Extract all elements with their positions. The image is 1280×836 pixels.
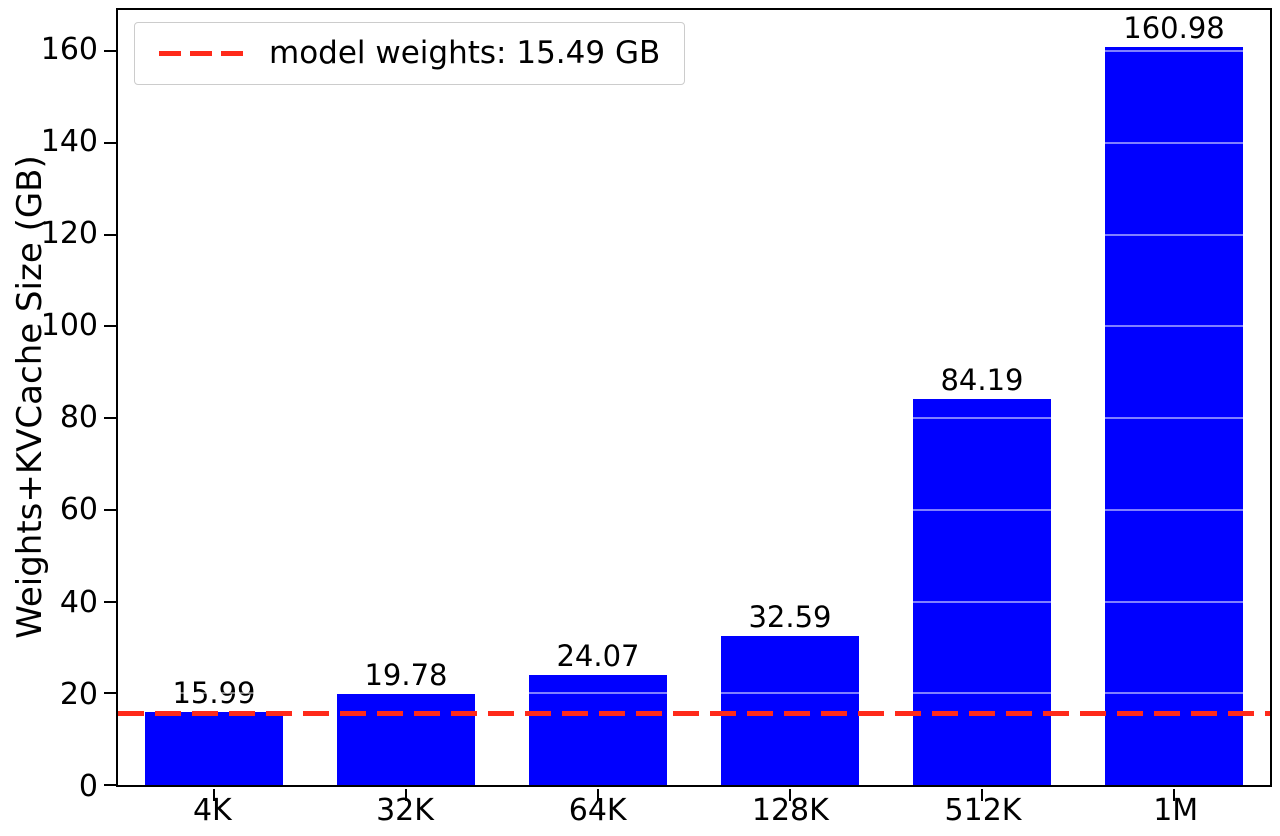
y-tick-label: 20	[59, 676, 98, 712]
bar-slot: 24.07	[502, 10, 694, 785]
x-tick-mark	[405, 789, 407, 801]
legend-label: model weights: 15.49 GB	[269, 35, 661, 71]
bar-slot: 19.78	[310, 10, 502, 785]
legend-dashed-line-icon	[159, 51, 247, 56]
x-tick-mark	[789, 789, 791, 801]
x-axis-tick-labels: 4K 32K 64K 128K 512K 1M	[116, 794, 1272, 832]
y-tick-label: 120	[40, 215, 98, 251]
bar-slot: 32.59	[694, 10, 886, 785]
gridline	[118, 50, 1270, 53]
y-tick-label: 40	[59, 584, 98, 620]
y-tick-label: 160	[40, 31, 98, 67]
gridline	[118, 325, 1270, 328]
gridline	[118, 600, 1270, 603]
y-tick-label: 60	[59, 492, 98, 528]
y-tick-mark	[104, 784, 116, 786]
y-axis-tick-labels: 0 20 40 60 80 100 120 140 160	[0, 8, 98, 802]
x-tick-mark	[981, 789, 983, 801]
bar-value-label: 84.19	[940, 362, 1024, 397]
bar-1M	[1104, 46, 1244, 785]
gridline	[118, 233, 1270, 236]
bar-slot: 160.98	[1078, 10, 1270, 785]
y-tick-mark	[104, 325, 116, 328]
x-tick-label: 1M	[1153, 793, 1199, 828]
gridline	[118, 692, 1270, 695]
y-tick-mark	[104, 142, 116, 144]
bar-slot: 15.99	[118, 10, 310, 785]
bar-64K	[528, 674, 668, 785]
bar-128K	[720, 635, 860, 785]
x-tick-label: 32K	[376, 793, 434, 828]
legend: model weights: 15.49 GB	[134, 22, 686, 85]
y-tick-mark	[104, 508, 116, 511]
y-tick-label: 80	[59, 400, 98, 436]
bar-32K	[336, 694, 476, 785]
y-tick-mark	[104, 417, 116, 420]
gridline	[118, 417, 1270, 420]
y-tick-label: 0	[78, 769, 98, 804]
y-tick-mark	[104, 600, 116, 603]
y-tick-mark	[104, 233, 116, 236]
bars-container: 15.99 19.78 24.07 32.59 84.19 160.98	[118, 10, 1270, 785]
y-tick-mark	[104, 50, 116, 53]
model-weights-reference-line	[118, 711, 1270, 717]
y-tick-label: 140	[40, 123, 98, 159]
y-tick-label: 100	[40, 308, 98, 344]
bar-512K	[912, 398, 1052, 785]
bar-value-label: 32.59	[748, 599, 832, 634]
bar-slot: 84.19	[886, 10, 1078, 785]
x-tick-label: 512K	[944, 793, 1022, 828]
x-tick-label: 4K	[192, 793, 232, 828]
x-tick-mark	[212, 789, 215, 801]
x-tick-label: 64K	[568, 793, 627, 828]
bar-value-label: 19.78	[364, 658, 448, 693]
x-tick-mark	[1173, 789, 1175, 801]
gridline	[118, 508, 1270, 511]
y-tick-mark	[104, 692, 116, 695]
plot-area: 15.99 19.78 24.07 32.59 84.19 160.98 model we…	[104, 8, 1272, 801]
x-tick-label: 128K	[751, 793, 829, 828]
bar-4K	[144, 711, 284, 785]
gridline	[118, 142, 1270, 144]
bar-value-label: 24.07	[556, 638, 640, 673]
bar-value-label: 160.98	[1123, 10, 1225, 45]
x-tick-mark	[597, 789, 599, 801]
